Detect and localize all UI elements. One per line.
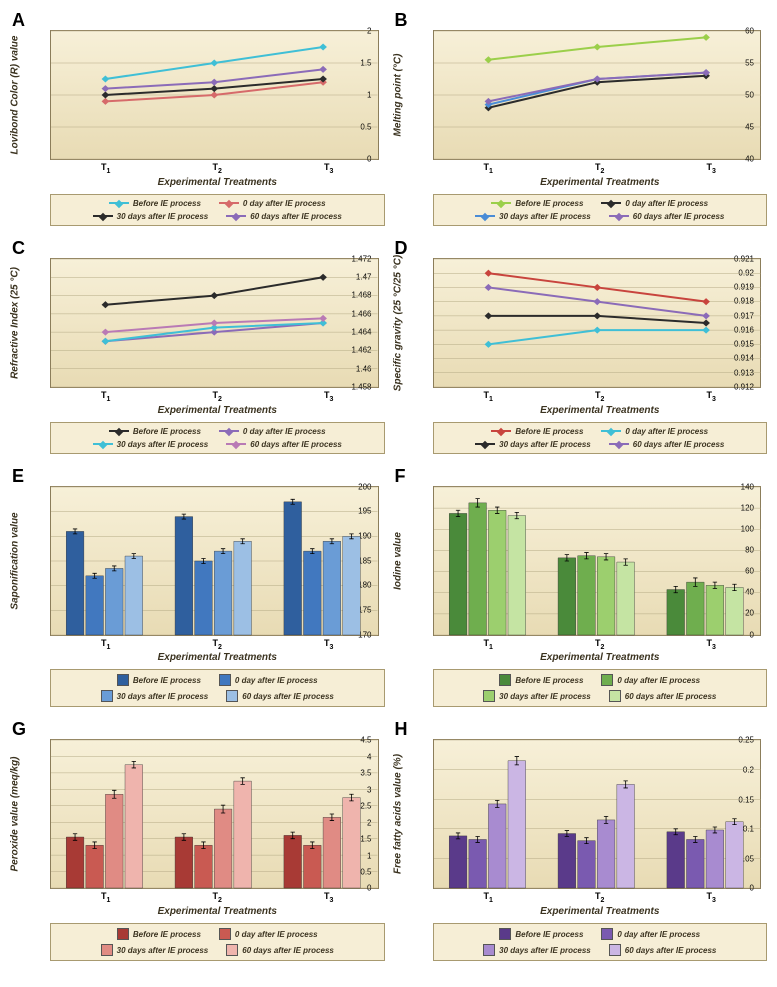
legend-item: Before IE process: [109, 199, 201, 208]
legend-item: 60 days after IE process: [609, 690, 717, 702]
legend-item: Before IE process: [499, 674, 583, 686]
chart-area: Specific gravity (25 °C/25 °C)0.9120.913…: [433, 258, 762, 388]
legend-item: 30 days after IE process: [483, 944, 591, 956]
x-axis-label: Experimental Treatments: [50, 906, 385, 917]
legend-item: 30 days after IE process: [93, 440, 209, 449]
panel-label: E: [12, 466, 24, 487]
legend-item: Before IE process: [117, 674, 201, 686]
legend: Before IE process 0 day after IE process 3…: [433, 669, 768, 707]
legend: Before IE process 0 day after IE process 3…: [433, 923, 768, 961]
y-axis-label: Lovibond Color (R) value: [10, 36, 21, 155]
legend-item: Before IE process: [491, 427, 583, 436]
panel-label: A: [12, 10, 25, 31]
x-axis-label: Experimental Treatments: [433, 177, 768, 188]
y-axis-label: Refractive Index (25 °C): [10, 267, 21, 379]
legend-item: 30 days after IE process: [483, 690, 591, 702]
legend-item: Before IE process: [499, 928, 583, 940]
legend-item: 60 days after IE process: [609, 944, 717, 956]
legend-item: 30 days after IE process: [93, 212, 209, 221]
legend: Before IE process 0 day after IE process 3…: [433, 422, 768, 454]
panel-label: F: [395, 466, 406, 487]
x-axis-label: Experimental Treatments: [50, 405, 385, 416]
legend-item: 60 days after IE process: [226, 212, 342, 221]
legend-item: 60 days after IE process: [609, 440, 725, 449]
panel-C: C Refractive Index (25 °C)1.4581.461.4621…: [10, 238, 385, 458]
x-ticks: T1T2T3: [433, 390, 768, 403]
x-ticks: T1T2T3: [433, 638, 768, 651]
panel-H: H Free fatty acids value (%)00.050.10.150…: [393, 719, 768, 965]
x-ticks: T1T2T3: [50, 390, 385, 403]
legend-item: 30 days after IE process: [101, 690, 209, 702]
x-axis-label: Experimental Treatments: [433, 906, 768, 917]
x-ticks: T1T2T3: [433, 162, 768, 175]
panel-G: G Peroxide value (meq/kg)00.511.522.533.5…: [10, 719, 385, 965]
chart-area: Peroxide value (meq/kg)00.511.522.533.54…: [50, 739, 379, 889]
legend-item: 30 days after IE process: [475, 440, 591, 449]
y-axis-label: Melting point (°C): [392, 54, 403, 137]
panel-E: E Saponification value1701751801851901952…: [10, 466, 385, 712]
legend: Before IE process 0 day after IE process 3…: [50, 194, 385, 226]
x-axis-label: Experimental Treatments: [433, 652, 768, 663]
legend: Before IE process 0 day after IE process 3…: [50, 669, 385, 707]
legend-item: Before IE process: [117, 928, 201, 940]
chart-area: Free fatty acids value (%)00.050.10.150.…: [433, 739, 762, 889]
y-axis-label: Saponification value: [10, 512, 21, 609]
legend-item: 0 day after IE process: [219, 427, 326, 436]
legend-item: 0 day after IE process: [601, 427, 708, 436]
y-axis-label: Specific gravity (25 °C/25 °C): [392, 255, 403, 391]
chart-area: Iodine value020406080100120140: [433, 486, 762, 636]
legend-item: 0 day after IE process: [219, 674, 318, 686]
legend-item: 0 day after IE process: [601, 928, 700, 940]
chart-area: Lovibond Color (R) value00.511.52: [50, 30, 379, 160]
legend: Before IE process 0 day after IE process 3…: [433, 194, 768, 226]
panel-label: G: [12, 719, 26, 740]
x-axis-label: Experimental Treatments: [50, 652, 385, 663]
legend-item: 30 days after IE process: [101, 944, 209, 956]
panel-D: DSpecific gravity (25 °C/25 °C)0.9120.91…: [393, 238, 768, 458]
legend-item: 60 days after IE process: [226, 944, 334, 956]
legend: Before IE process 0 day after IE process 3…: [50, 923, 385, 961]
legend-item: 0 day after IE process: [219, 199, 326, 208]
panel-label: C: [12, 238, 25, 259]
x-ticks: T1T2T3: [50, 162, 385, 175]
y-axis-label: Peroxide value (meq/kg): [10, 757, 21, 872]
x-axis-label: Experimental Treatments: [433, 405, 768, 416]
chart-area: Melting point (°C)4045505560: [433, 30, 762, 160]
legend-item: 60 days after IE process: [226, 690, 334, 702]
legend-item: 0 day after IE process: [219, 928, 318, 940]
panel-B: B Melting point (°C)4045505560 T1T2T3 Exper…: [393, 10, 768, 230]
legend: Before IE process 0 day after IE process 3…: [50, 422, 385, 454]
panel-F: F Iodine value020406080100120140 T1T2T3Exp…: [393, 466, 768, 712]
legend-item: 60 days after IE process: [226, 440, 342, 449]
x-ticks: T1T2T3: [50, 638, 385, 651]
panel-label: H: [395, 719, 408, 740]
y-axis-label: Iodine value: [392, 532, 403, 590]
legend-item: 0 day after IE process: [601, 199, 708, 208]
x-axis-label: Experimental Treatments: [50, 177, 385, 188]
legend-item: 30 days after IE process: [475, 212, 591, 221]
chart-area: Refractive Index (25 °C)1.4581.461.4621.…: [50, 258, 379, 388]
legend-item: 60 days after IE process: [609, 212, 725, 221]
x-ticks: T1T2T3: [50, 891, 385, 904]
legend-item: Before IE process: [491, 199, 583, 208]
panel-label: B: [395, 10, 408, 31]
y-axis-label: Free fatty acids value (%): [392, 754, 403, 874]
legend-item: 0 day after IE process: [601, 674, 700, 686]
panel-A: A Lovibond Color (R) value00.511.52 T1T2T3…: [10, 10, 385, 230]
chart-area: Saponification value17017518018519019520…: [50, 486, 379, 636]
x-ticks: T1T2T3: [433, 891, 768, 904]
legend-item: Before IE process: [109, 427, 201, 436]
